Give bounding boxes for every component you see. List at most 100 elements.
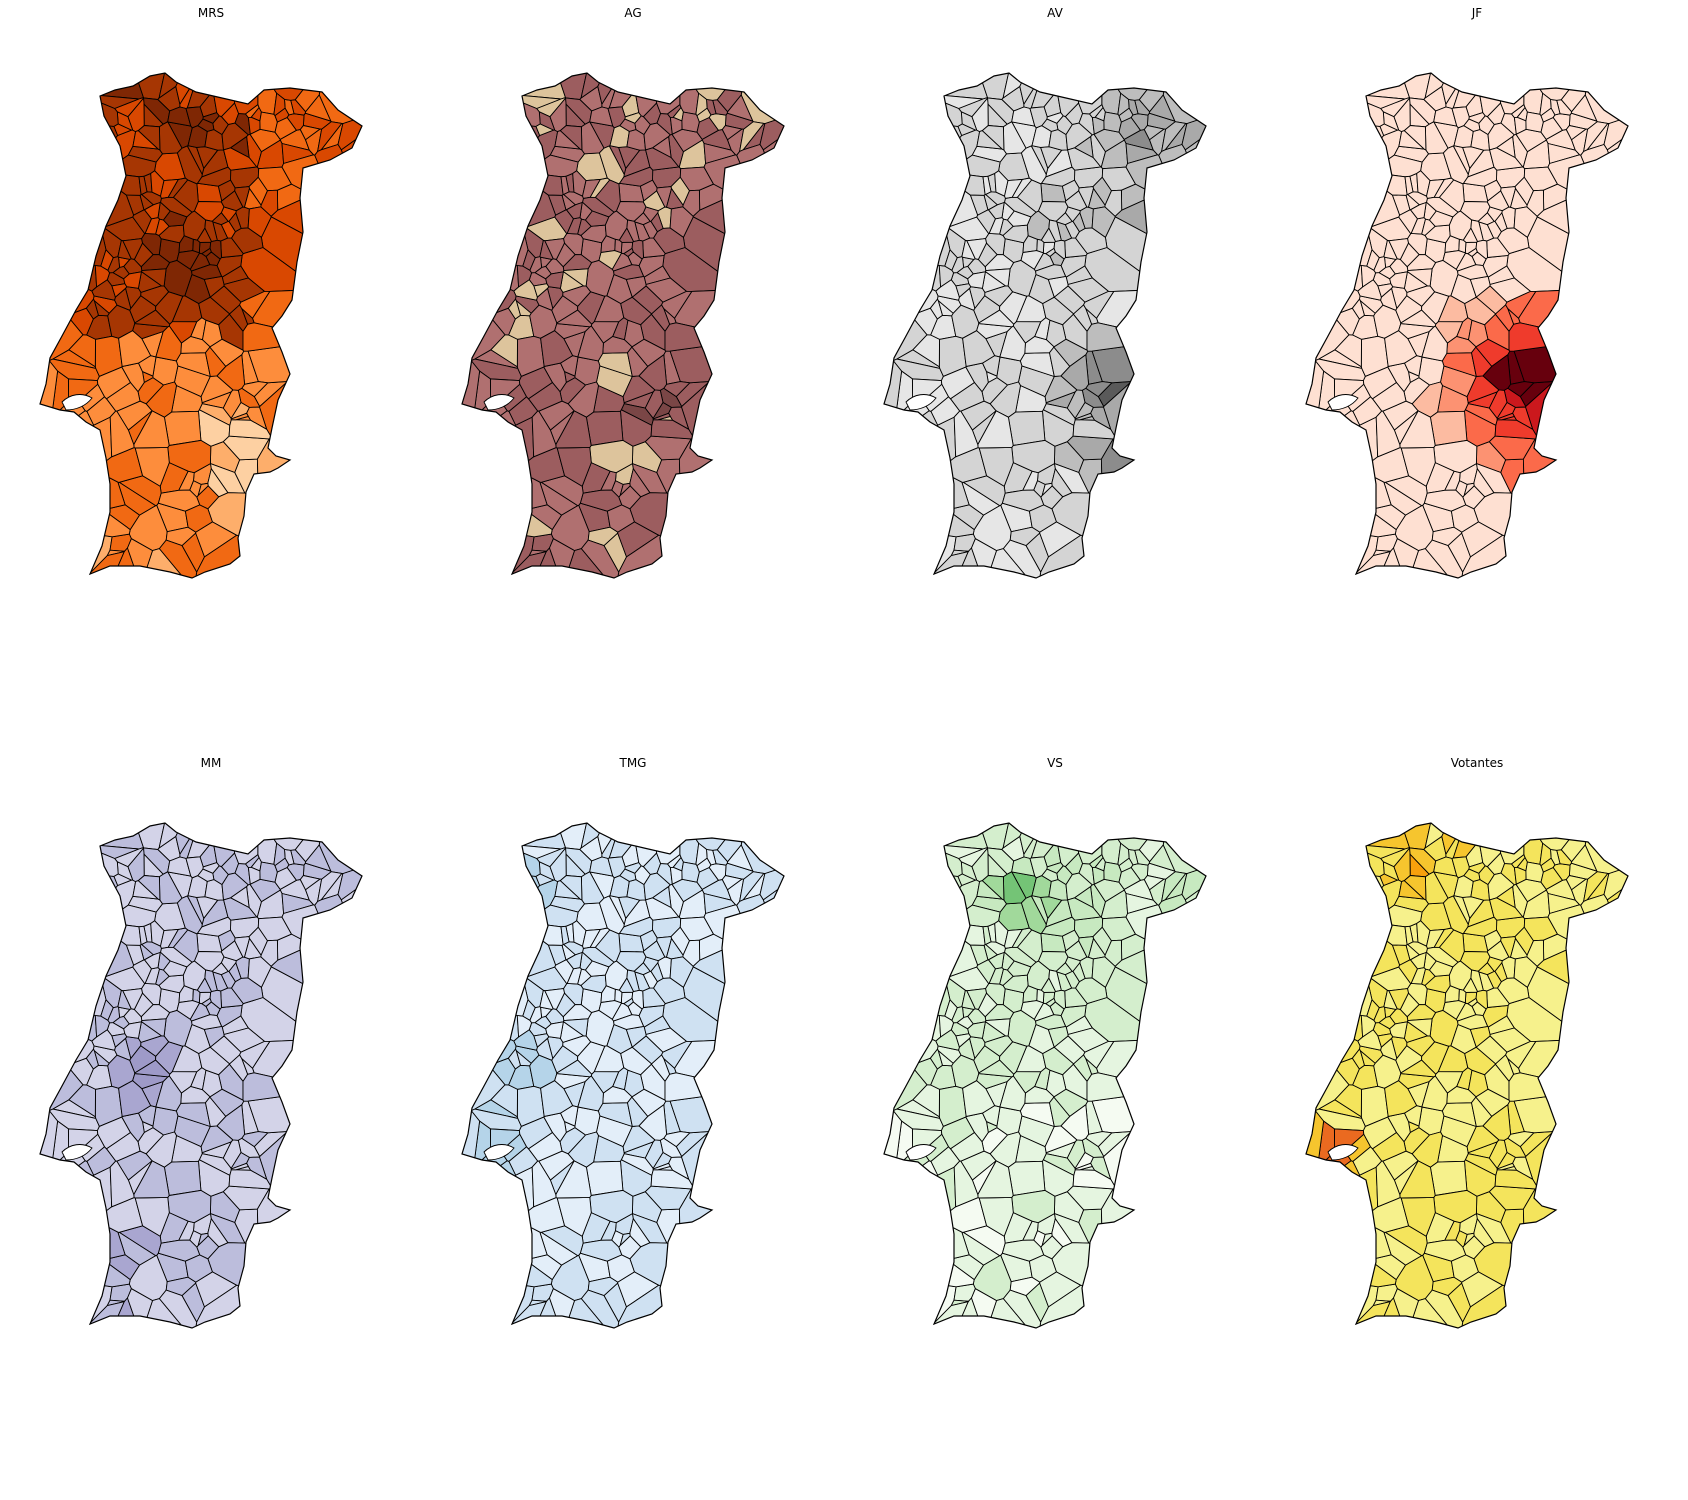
municipality-region [314,143,362,226]
municipality-region [462,254,517,316]
municipality-region [1083,290,1115,319]
municipality-region [1400,1059,1437,1078]
municipality-region [1072,1169,1117,1190]
municipality-region [967,1021,986,1039]
municipality-region [977,992,998,1018]
municipality-region [1462,485,1486,510]
municipality-region [1074,412,1093,421]
estuary-shape [905,394,937,411]
municipality-region [585,1160,624,1197]
municipality-region [1007,1160,1046,1197]
municipality-region [955,1033,972,1048]
municipality-region [247,116,261,135]
municipality-region [987,201,1005,220]
municipality-region [1403,875,1427,901]
municipality-region [1306,1160,1361,1242]
country-outline [1305,72,1629,579]
municipality-region [196,166,232,187]
municipalities-layer [1306,73,1628,578]
estuary-shape [905,1144,937,1161]
municipality-region [614,238,623,254]
municipality-region [133,242,154,268]
municipality-region [884,352,903,462]
choropleth-map [461,822,785,1329]
municipality-region [1074,1162,1093,1171]
municipality-region [1306,865,1385,934]
municipality-region [1459,534,1628,578]
municipality-region [884,865,963,934]
municipality-region [1036,238,1045,254]
municipality-region [681,861,700,883]
municipality-region [580,121,605,155]
municipality-region [1377,1033,1394,1048]
municipality-region [247,866,261,885]
municipality-region [314,893,362,976]
municipality-region [1580,143,1628,226]
municipality-region [317,121,343,153]
municipality-region [299,124,321,141]
municipality-region [560,925,570,946]
municipality-region [239,290,271,319]
municipality-region [1462,166,1498,187]
map-panel-ag: AG [422,0,844,750]
municipality-region [1421,968,1436,986]
municipality-region [318,823,362,874]
municipality-region [40,1272,113,1328]
estuary-shape [483,394,515,411]
municipality-region [533,283,550,298]
municipality-region [216,353,246,391]
municipality-region [1494,1169,1539,1190]
municipality-region [192,238,201,254]
municipality-region [1458,988,1467,1004]
municipality-region [1037,534,1206,578]
municipality-region [317,871,343,903]
municipality-region [318,73,362,124]
country-outline [39,72,363,579]
municipality-region [1002,871,1027,905]
municipality-region [739,121,765,153]
municipality-region [259,111,278,133]
municipality-region [1306,73,1411,100]
municipality-region [1334,334,1362,368]
panel-title: AG [624,6,642,20]
municipality-region [618,166,654,187]
municipality-region [1429,1160,1468,1197]
municipality-region [580,871,605,905]
municipalities-layer [40,73,362,578]
municipality-region [1373,1006,1387,1024]
municipality-region [1306,254,1361,316]
municipalities-layer [40,823,362,1328]
municipality-region [1158,143,1206,226]
municipality-region [462,865,541,934]
municipality-region [1525,111,1544,133]
municipality-region [560,175,570,196]
municipality-region [1306,352,1325,462]
municipality-region [274,107,290,123]
country-outline [883,822,1207,1329]
municipality-region [1118,857,1134,873]
municipality-region [664,322,752,352]
municipality-region [462,923,557,978]
country-outline [461,72,785,579]
municipality-region [607,106,626,129]
municipality-region [696,857,712,873]
municipality-region [228,211,242,233]
municipality-region [884,1102,903,1212]
municipality-region [228,419,273,440]
municipality-region [1100,1187,1206,1328]
municipality-region [1498,73,1525,115]
municipality-region [577,218,592,236]
municipality-region [661,290,693,319]
municipality-region [740,73,784,124]
municipality-region [884,923,979,978]
municipality-region [1584,73,1628,124]
municipality-region [999,968,1014,986]
municipality-region [1306,1272,1379,1328]
municipality-region [1306,186,1373,267]
municipality-region [533,1033,550,1048]
municipality-region [484,1301,547,1328]
municipality-region [884,996,942,1042]
municipality-region [565,201,583,220]
municipality-region [642,940,666,962]
municipality-region [40,246,98,292]
